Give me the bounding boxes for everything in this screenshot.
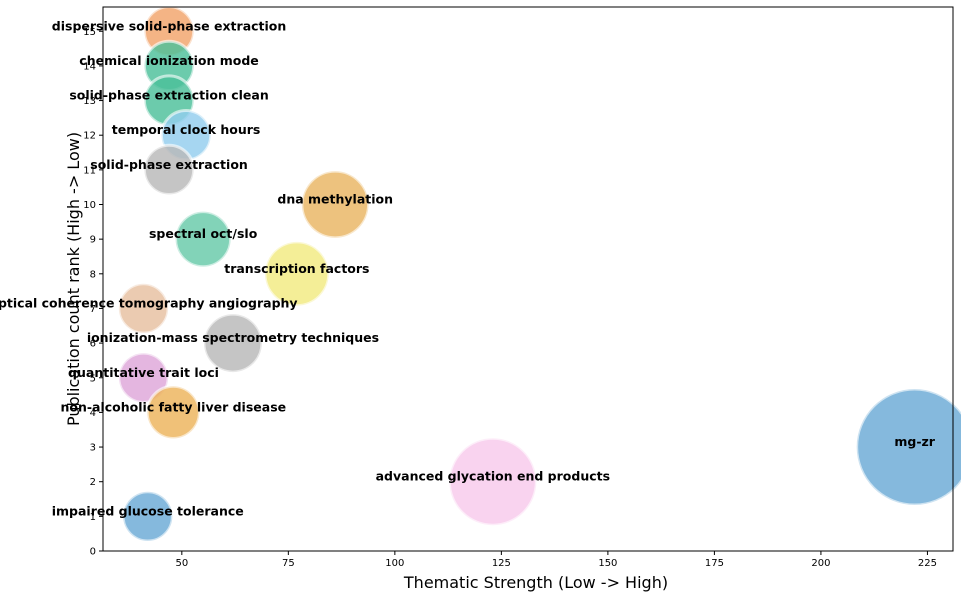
bubble-dna-methylation	[300, 169, 371, 240]
bubble-ionization-mass-spectrometry-techniques	[202, 312, 264, 374]
y-tick-label: 5	[90, 373, 96, 384]
x-tick-label: 150	[598, 558, 617, 569]
bubble-quantitative-trait-loci	[117, 351, 170, 404]
bubble-label: transcription factors	[224, 261, 369, 276]
bubble-label: solid-phase extraction clean	[69, 88, 268, 103]
x-tick-label: 100	[385, 558, 404, 569]
y-tick-label: 7	[90, 304, 96, 315]
y-tick-label: 3	[90, 443, 96, 454]
x-tick-label: 125	[492, 558, 511, 569]
y-tick-label: 8	[90, 269, 96, 280]
y-tick-label: 4	[90, 408, 96, 419]
y-tick-label: 2	[90, 477, 96, 488]
y-tick-label: 1	[90, 512, 96, 523]
bubble-label: chemical ionization mode	[79, 53, 258, 68]
y-axis-title: Publication count rank (High -> Low)	[64, 132, 83, 426]
y-tick-label: 14	[83, 61, 96, 72]
x-tick-label: 225	[918, 558, 937, 569]
bubble-non-alcoholic-fatty-liver-disease	[145, 384, 201, 441]
bubble-transcription-factors	[263, 240, 331, 308]
bubble-label: ionization-mass spectrometry techniques	[87, 330, 379, 345]
bubble-spectral-oct-slo	[174, 210, 233, 269]
bubble-label: quantitative trait loci	[68, 365, 219, 380]
plot-frame	[102, 6, 954, 552]
y-tick-label: 13	[83, 96, 96, 107]
x-axis-title: Thematic Strength (Low -> High)	[403, 573, 668, 592]
x-tick-label: 75	[282, 558, 295, 569]
bubble-advanced-glycation-end-products	[447, 436, 538, 527]
bubble-label: dna methylation	[277, 192, 393, 207]
bubbles-layer	[117, 5, 961, 543]
x-tick-label: 175	[705, 558, 724, 569]
bubble-label: temporal clock hours	[112, 122, 261, 137]
y-tick-label: 9	[90, 235, 96, 246]
bubble-label: impaired glucose tolerance	[52, 503, 244, 518]
bubble-label: solid-phase extraction	[90, 157, 248, 172]
y-tick-label: 15	[83, 27, 96, 38]
x-axis-ticks: 50 75 100 125 150 175 200 225	[175, 551, 937, 569]
y-tick-label: 6	[90, 339, 96, 350]
bubble-solid-phase-extraction	[142, 143, 196, 197]
y-tick-label: 0	[90, 547, 96, 558]
y-tick-label: 10	[83, 200, 96, 211]
bubble-label: mg-zr	[894, 434, 935, 449]
bubble-labels-layer: dispersive solid-phase extraction chemica…	[0, 18, 936, 518]
bubble-label: optical coherence tomography angiography	[0, 295, 298, 310]
x-tick-label: 50	[175, 558, 188, 569]
bubble-mg-zr	[855, 387, 961, 507]
bubble-optical-coherence-tomography-angiography	[117, 282, 170, 335]
bubble-label: non-alcoholic fatty liver disease	[60, 399, 286, 414]
bubble-impaired-glucose-tolerance	[121, 490, 174, 543]
y-tick-label: 12	[83, 131, 96, 142]
bubble-label: advanced glycation end products	[376, 469, 610, 484]
x-tick-label: 200	[811, 558, 830, 569]
bubble-label: dispersive solid-phase extraction	[52, 18, 287, 33]
y-tick-label: 11	[83, 165, 96, 176]
bubble-label: spectral oct/slo	[149, 226, 258, 241]
